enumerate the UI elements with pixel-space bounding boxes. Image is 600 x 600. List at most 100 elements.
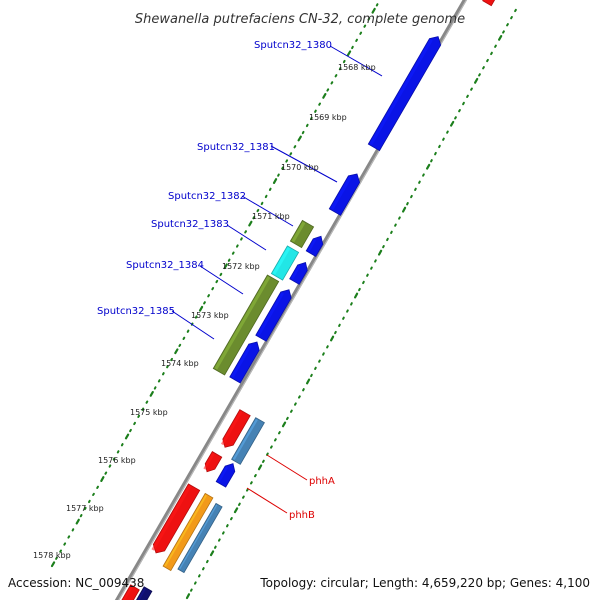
kbp-tick-1568: 1568 kbp: [338, 63, 376, 72]
gene-steelblue-upper-body: [231, 417, 265, 465]
tick-minor: [162, 372, 165, 376]
tick-major: [281, 421, 287, 428]
tick-minor: [334, 74, 338, 78]
tick-minor: [510, 16, 513, 20]
tick-minor: [262, 459, 265, 463]
gene-phhb-steelblue-body: [177, 502, 223, 574]
tick-minor: [478, 73, 481, 77]
gene-sputcn32-1384: [212, 274, 280, 376]
tick-minor: [260, 201, 264, 206]
tick-major: [306, 378, 311, 385]
tick-minor: [227, 258, 231, 262]
tick-minor: [92, 492, 95, 496]
tick-minor: [366, 273, 369, 277]
tick-major: [198, 305, 204, 312]
tick-minor: [442, 137, 445, 141]
kbp-tick-1572: 1572 kbp: [222, 262, 260, 271]
tick-minor: [289, 152, 293, 156]
tick-minor: [438, 144, 441, 149]
tick-major: [149, 391, 154, 397]
gene-sputcn32-1383: [270, 245, 300, 281]
leader-phha: [266, 454, 308, 481]
gene-red-upper-body: [222, 409, 251, 448]
tick-major: [185, 593, 191, 600]
tick-minor: [310, 373, 313, 378]
gene-sputcn32-1381-body: [328, 173, 361, 216]
gene-sputcn32-1382: [289, 219, 315, 249]
leader-sputcn32-1382: [241, 195, 294, 227]
gene-blue-mid-bevel: [257, 292, 284, 337]
gene-sputcn32-1385-bevel: [231, 344, 252, 378]
tick-minor: [294, 402, 297, 406]
tick-major: [223, 263, 228, 270]
tick-minor: [79, 514, 83, 518]
tick-major: [402, 206, 407, 213]
tick-major: [426, 163, 431, 170]
tick-minor: [231, 251, 235, 255]
tick-minor: [252, 216, 256, 220]
tick-minor: [346, 309, 349, 313]
kbp-tick-1576: 1576 kbp: [98, 456, 136, 465]
gene-red-upper-bevel: [221, 411, 243, 446]
tick-minor: [244, 230, 247, 234]
tick-minor: [318, 359, 321, 363]
tick-minor: [359, 31, 363, 35]
gene-label-sputcn32-1380: Sputcn32_1380: [254, 40, 332, 51]
gene-red-bottom: [121, 584, 140, 600]
tick-major: [378, 249, 383, 256]
tick-minor: [215, 279, 219, 284]
tick-minor: [358, 287, 361, 292]
gene-red-top-body: [482, 0, 496, 7]
tick-major: [272, 178, 278, 184]
gene-label-sputcn32-1385: Sputcn32_1385: [97, 306, 175, 317]
tick-minor: [202, 567, 205, 571]
tick-minor: [314, 366, 317, 370]
tick-minor: [242, 495, 245, 499]
tick-minor: [293, 145, 297, 149]
tick-major: [450, 120, 455, 127]
tick-minor: [63, 542, 67, 546]
tick-minor: [490, 51, 493, 56]
tick-minor: [203, 301, 206, 305]
gene-phha-body: [152, 483, 201, 554]
tick-minor: [211, 287, 215, 291]
gene-navy-bottom: [136, 586, 153, 600]
tick-minor: [274, 438, 277, 442]
tick-minor: [236, 244, 239, 248]
gene-orange-body: [162, 492, 214, 572]
gene-sputcn32-1382-body: [289, 219, 315, 249]
tick-minor: [367, 17, 371, 21]
tick-minor: [145, 400, 149, 404]
tick-major: [330, 335, 335, 342]
kbp-tick-1578: 1578 kbp: [33, 551, 71, 560]
tick-minor: [375, 3, 379, 7]
tick-minor: [88, 499, 91, 504]
tick-minor: [326, 345, 329, 349]
tick-minor: [514, 8, 517, 13]
tick-minor: [386, 237, 389, 242]
tick-minor: [314, 109, 317, 113]
gene-sputcn32-1385-body: [229, 341, 260, 384]
outer-tick-rail: [50, 3, 379, 568]
tick-minor: [218, 538, 221, 542]
tick-minor: [310, 116, 313, 120]
gene-orange-bevel: [164, 494, 207, 567]
tick-minor: [382, 245, 385, 249]
tick-minor: [290, 409, 293, 413]
map-title: Shewanella putrefaciens CN-32, complete …: [135, 12, 465, 27]
tick-minor: [206, 559, 209, 564]
tick-minor: [418, 180, 421, 184]
tick-major: [474, 77, 479, 84]
leader-sputcn32-1380: [329, 45, 383, 77]
tick-minor: [256, 208, 260, 213]
tick-major: [233, 507, 239, 514]
tick-minor: [454, 116, 457, 120]
gene-blue-small-2: [289, 261, 308, 285]
tick-minor: [422, 173, 425, 177]
genes: [121, 0, 496, 600]
gene-sputcn32-1381: [328, 173, 361, 216]
tick-minor: [198, 574, 201, 578]
tick-major: [124, 433, 130, 440]
tick-minor: [266, 452, 269, 456]
tick-minor: [194, 581, 197, 585]
